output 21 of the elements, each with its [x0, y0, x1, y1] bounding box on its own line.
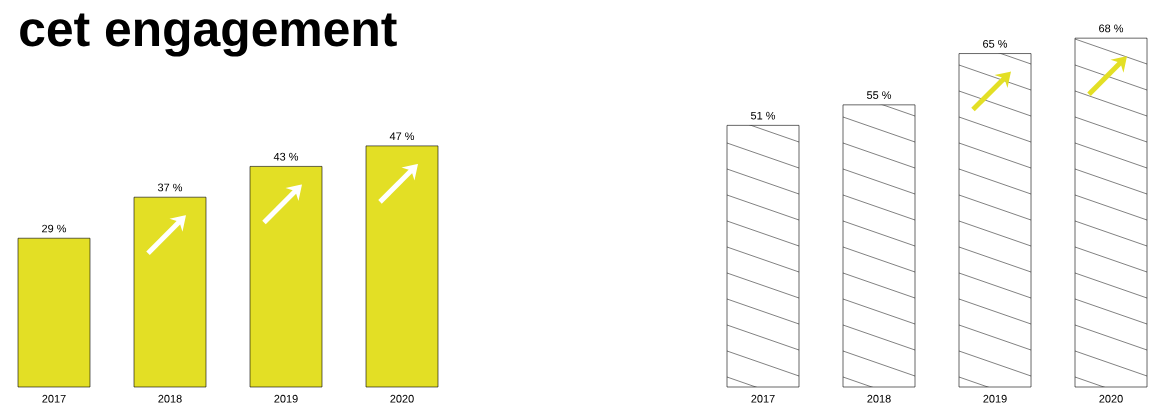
data-label: 68 %	[1099, 24, 1124, 33]
bar	[133, 196, 207, 388]
data-label: 65 %	[983, 39, 1008, 48]
data-label: 51 %	[750, 111, 776, 120]
chart-title: cet engagement	[20, 13, 397, 57]
bar	[365, 145, 439, 388]
x-tick-label: 2019	[274, 394, 298, 403]
bar	[17, 237, 91, 388]
x-tick-label: 2020	[390, 394, 414, 403]
x-tick-label: 2018	[158, 394, 182, 403]
data-label: 37 %	[157, 183, 183, 192]
x-tick-label: 2017	[42, 394, 66, 403]
data-label: 55 %	[866, 91, 892, 99]
bar	[249, 166, 323, 388]
x-tick-label: 2020	[1099, 394, 1123, 403]
x-tick-label: 2017	[751, 394, 775, 403]
x-tick-label: 2019	[983, 394, 1007, 403]
data-label: 47 %	[389, 132, 415, 141]
x-tick-label: 2018	[867, 394, 891, 403]
data-label: 43 %	[273, 152, 299, 161]
data-label: 29 %	[42, 224, 67, 233]
